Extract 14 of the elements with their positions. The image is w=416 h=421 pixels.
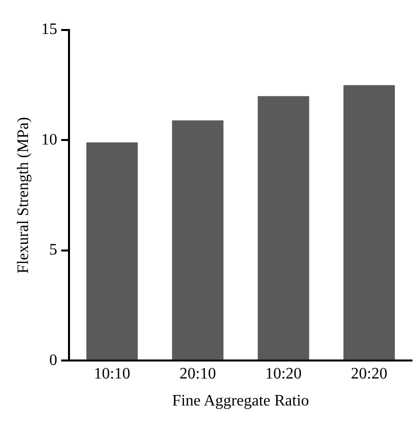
y-tick-label: 5: [49, 242, 58, 259]
bar: [258, 96, 310, 360]
y-tick-label: 0: [49, 352, 58, 369]
x-axis-title: Fine Aggregate Ratio: [172, 392, 310, 410]
x-tick-label: 20:20: [350, 365, 388, 382]
x-tick-label: 10:10: [94, 365, 130, 382]
y-tick-label: 10: [41, 131, 58, 148]
x-tick-label: 10:20: [265, 365, 302, 382]
bar: [343, 85, 395, 360]
bar: [172, 120, 224, 360]
y-axis-title: Flexural Strength (MPa): [14, 117, 32, 274]
x-tick-label: 20:10: [180, 365, 216, 382]
bar: [86, 142, 138, 360]
y-tick-label: 15: [41, 21, 58, 38]
